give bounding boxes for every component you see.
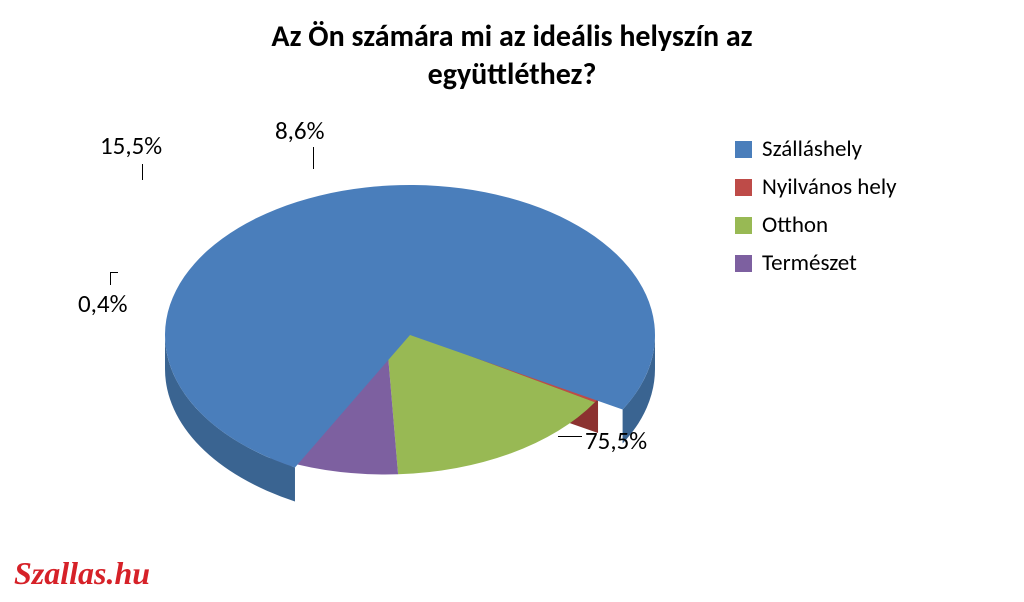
data-label-1: 0,4%: [78, 288, 127, 319]
pie-chart: [60, 110, 680, 550]
chart-root: Az Ön számára mi az ideális helyszín az …: [0, 0, 1024, 602]
watermark: Szallas.hu: [14, 555, 150, 592]
legend-label-2: Otthon: [762, 211, 828, 239]
legend-label-1: Nyilvános hely: [762, 173, 897, 201]
legend-swatch-2: [735, 217, 752, 234]
leader-line-0: [558, 436, 582, 437]
data-label-0: 75,5%: [585, 425, 647, 456]
legend-item-2: Otthon: [735, 211, 1005, 239]
legend-label-3: Természet: [762, 249, 857, 277]
chart-title: Az Ön számára mi az ideális helyszín az …: [0, 18, 1024, 93]
legend-label-0: Szálláshely: [762, 135, 862, 163]
leader-line-1a: [110, 272, 111, 285]
legend-swatch-0: [735, 141, 752, 158]
leader-line-2: [142, 164, 143, 180]
legend-item-3: Természet: [735, 249, 1005, 277]
leader-line-3: [313, 147, 314, 169]
legend-item-1: Nyilvános hely: [735, 173, 1005, 201]
legend: Szálláshely Nyilvános hely Otthon Termés…: [735, 135, 1005, 287]
legend-swatch-1: [735, 179, 752, 196]
data-label-2: 15,5%: [100, 130, 162, 161]
legend-swatch-3: [735, 255, 752, 272]
data-label-3: 8,6%: [275, 115, 324, 146]
legend-item-0: Szálláshely: [735, 135, 1005, 163]
leader-line-1b: [110, 272, 118, 273]
